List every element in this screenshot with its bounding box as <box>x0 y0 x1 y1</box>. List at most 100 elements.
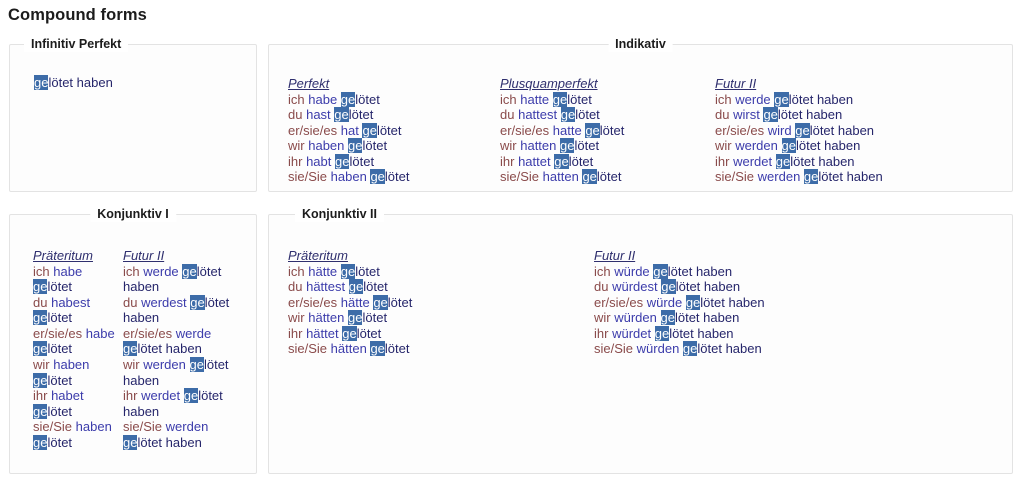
participle-stem: lötet <box>574 138 600 154</box>
pronoun: wir <box>500 138 517 154</box>
column-heading: Präteritum <box>33 248 93 263</box>
pronoun: ich <box>33 263 50 279</box>
pronoun: ihr <box>594 325 609 341</box>
column-plusquamperfekt: Plusquamperfekt ich hatte gelötet du hatte… <box>500 76 700 185</box>
column-heading: Futur II <box>715 76 757 91</box>
section-konjunktiv-i: Konjunktiv I Präteritum ich habe gelötet d… <box>9 207 257 474</box>
conjugation-line: ihr hattet gelötet <box>500 153 700 170</box>
column-perfekt: Perfekt ich habe gelötet du hast gelötet er… <box>288 76 488 185</box>
prefix-highlight: ge <box>342 325 357 341</box>
prefix-highlight: ge <box>370 341 385 357</box>
pronoun: ihr <box>288 153 303 169</box>
auxiliary-verb: habe <box>308 91 338 107</box>
pronoun: wir <box>288 310 305 326</box>
auxiliary-verb: werden <box>143 357 186 373</box>
auxiliary-verb: hast <box>306 107 331 123</box>
prefix-highlight: ge <box>685 294 701 310</box>
conjugation-line: wir werden gelötet haben <box>123 357 241 388</box>
conjugation-line: sie/Sie würden gelötet haben <box>594 341 894 357</box>
participle-stem: lötet haben <box>788 91 854 107</box>
auxiliary-verb: hätten <box>330 341 367 357</box>
pronoun: du <box>288 279 303 295</box>
participle-stem: lötet <box>575 107 600 123</box>
prefix-highlight: ge <box>795 122 810 138</box>
conjugation-line: ich hatte gelötet <box>500 91 700 108</box>
legend-infinitiv-perfekt: Infinitiv Perfekt <box>24 37 129 52</box>
prefix-highlight: ge <box>653 263 668 279</box>
column-heading: Perfekt <box>288 76 330 91</box>
auxiliary-verb: würden <box>636 341 680 357</box>
section-infinitiv-perfekt: Infinitiv Perfekt gelötet haben <box>9 37 257 192</box>
auxiliary-verb: würden <box>614 310 657 326</box>
pronoun: wir <box>715 138 732 154</box>
conjugation-line: ihr habt gelötet <box>288 153 488 170</box>
conjugation-line: du habest gelötet <box>33 295 121 326</box>
auxiliary-verb: werdet <box>733 153 773 169</box>
pronoun: er/sie/es <box>288 122 338 138</box>
participle-stem: lötet haben <box>674 310 740 326</box>
legend-konjunktiv-ii: Konjunktiv II <box>295 207 384 222</box>
auxiliary-verb: haben <box>308 138 345 154</box>
prefix-highlight: ge <box>654 325 670 341</box>
participle-stem: lötet haben <box>137 435 202 451</box>
prefix-highlight: ge <box>348 310 363 326</box>
participle-stem: lötet <box>387 294 413 310</box>
prefix-highlight: ge <box>370 169 385 185</box>
column-praeteritum: Präteritum ich habe gelötet du habest gelö… <box>33 248 121 451</box>
conjugation-line: du würdest gelötet haben <box>594 279 894 295</box>
participle-stem: lötet <box>47 372 73 388</box>
prefix-highlight: ge <box>190 294 205 310</box>
auxiliary-verb: hattest <box>518 107 558 123</box>
participle-stem: lötet haben <box>795 138 861 154</box>
participle-stem: lötet <box>567 91 592 107</box>
prefix-highlight: ge <box>774 91 789 107</box>
pronoun: du <box>594 279 609 295</box>
prefix-highlight: ge <box>340 91 356 107</box>
auxiliary-verb: hattet <box>518 153 551 169</box>
column-futur-ii: Futur II ich werde gelötet haben du wirst … <box>715 76 975 185</box>
prefix-highlight: ge <box>182 263 197 279</box>
auxiliary-verb: würdet <box>612 325 652 341</box>
participle-stem: lötet haben <box>818 169 883 185</box>
conjugation-line: sie/Sie hatten gelötet <box>500 169 700 185</box>
conjugation-line: er/sie/es habe gelötet <box>33 326 121 357</box>
auxiliary-verb: würde <box>646 294 683 310</box>
prefix-highlight: ge <box>560 138 575 154</box>
prefix-highlight: ge <box>582 169 597 185</box>
auxiliary-verb: haben <box>330 169 367 185</box>
conjugation-line: sie/Sie haben gelötet <box>33 419 121 451</box>
participle-stem: lötet <box>47 435 73 451</box>
pronoun: sie/Sie <box>715 169 755 185</box>
pronoun: er/sie/es <box>715 122 765 138</box>
auxiliary-verb: habest <box>51 294 91 310</box>
conjugation-line: du hast gelötet <box>288 107 488 123</box>
conjugation-line: wir werden gelötet haben <box>715 138 975 154</box>
pronoun: er/sie/es <box>123 325 173 341</box>
pronoun: ich <box>594 263 611 279</box>
pronoun: sie/Sie <box>594 341 634 357</box>
pronoun: sie/Sie <box>123 419 163 435</box>
auxiliary-verb: werden <box>165 419 209 435</box>
auxiliary-verb: werdet <box>141 388 181 404</box>
prefix-highlight: ge <box>585 122 600 138</box>
prefix-highlight: ge <box>189 357 204 373</box>
participle-stem: lötet haben <box>790 153 855 169</box>
auxiliary-verb: werdest <box>141 294 187 310</box>
pronoun: er/sie/es <box>288 294 338 310</box>
prefix-highlight: ge <box>123 435 138 451</box>
prefix-highlight: ge <box>373 294 388 310</box>
conjugation-line: ich hätte gelötet <box>288 263 568 280</box>
column-heading: Futur II <box>594 248 636 263</box>
participle-stem: lötet haben <box>669 325 734 341</box>
participle-stem: lötet <box>47 279 73 295</box>
pronoun: er/sie/es <box>594 294 644 310</box>
conjugation-line: wir haben gelötet <box>288 138 488 154</box>
conjugation-line: ihr habet gelötet <box>33 388 121 419</box>
participle-stem: lötet <box>376 122 402 138</box>
participle-stem: lötet haben <box>123 294 230 326</box>
pronoun: er/sie/es <box>500 122 550 138</box>
auxiliary-verb: hätte <box>340 294 370 310</box>
prefix-highlight: ge <box>33 310 48 326</box>
prefix-highlight: ge <box>781 138 796 154</box>
prefix-highlight: ge <box>362 122 377 138</box>
